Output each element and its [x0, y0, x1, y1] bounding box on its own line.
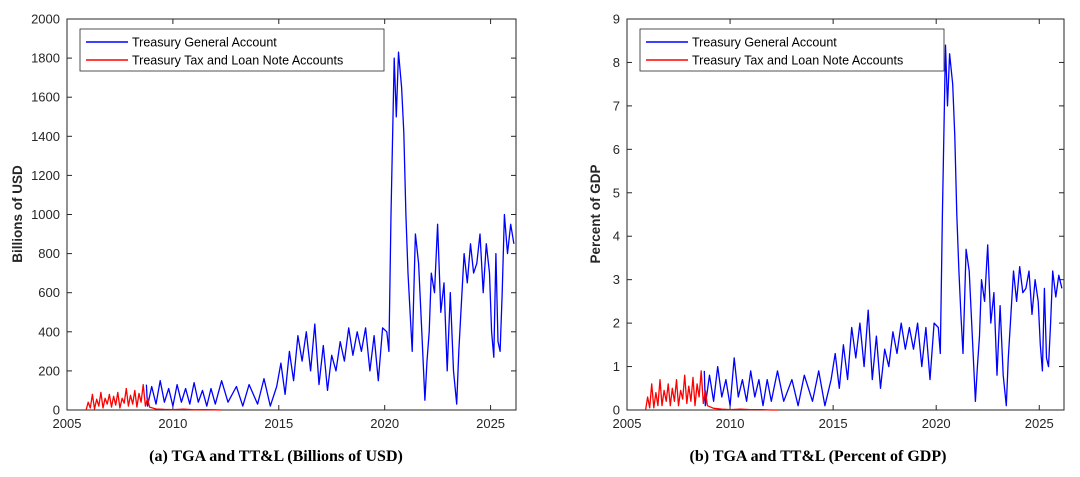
y-tick-label: 3: [613, 272, 620, 287]
y-tick-label: 400: [38, 324, 60, 339]
legend: Treasury General Account Treasury Tax an…: [639, 28, 945, 72]
y-tick-label: 0: [53, 403, 60, 418]
y-axis-label: Percent of GDP: [588, 164, 603, 263]
tick-labels: 2005 2010 2015 2020 2025 0 200 400 600 800 1000 120…: [31, 12, 505, 432]
y-tick-label: 7: [613, 98, 620, 113]
tick-labels: 2005 2010 2015 2020 2025 0 1 2 3 4 5 6 7 8 9: [613, 12, 1054, 432]
x-tick-label: 2020: [370, 416, 399, 431]
y-tick-label: 6: [613, 142, 620, 157]
y-axis-label: Billions of USD: [10, 165, 25, 263]
y-tick-label: 1400: [31, 129, 60, 144]
series-layer: [644, 44, 1063, 411]
x-tick-label: 2020: [922, 416, 951, 431]
x-tick-label: 2025: [1025, 416, 1054, 431]
legend-label-ttl: Treasury Tax and Loan Note Accounts: [132, 54, 343, 68]
series-line-ttl: [644, 370, 778, 411]
axis-ticks: [626, 18, 1064, 411]
legend-label-tga: Treasury General Account: [132, 36, 277, 50]
caption-b: (b) TGA and TT&L (Percent of GDP): [689, 448, 947, 465]
plot-frame: [66, 18, 517, 411]
y-tick-label: 2: [613, 316, 620, 331]
legend-label-tga: Treasury General Account: [692, 36, 837, 50]
y-tick-label: 1600: [31, 90, 60, 105]
x-tick-label: 2015: [264, 416, 293, 431]
x-tick-label: 2025: [476, 416, 505, 431]
y-tick-label: 0: [613, 403, 620, 418]
series-line-tga: [703, 44, 1063, 407]
y-tick-label: 600: [38, 285, 60, 300]
y-tick-label: 1800: [31, 51, 60, 66]
plot-area-group: 2005 2010 2015 2020 2025 0 200 400 600 800 1000 120…: [10, 12, 517, 432]
x-tick-label: 2010: [716, 416, 745, 431]
series-line-tga: [145, 51, 515, 407]
series-line-ttl: [85, 383, 222, 411]
y-tick-label: 1200: [31, 168, 60, 183]
x-tick-label: 2015: [819, 416, 848, 431]
y-tick-label: 2000: [31, 12, 60, 27]
series-layer: [85, 51, 515, 411]
y-tick-label: 5: [613, 185, 620, 200]
legend: Treasury General Account Treasury Tax an…: [79, 28, 385, 72]
x-tick-label: 2005: [53, 416, 82, 431]
caption-a: (a) TGA and TT&L (Billions of USD): [149, 448, 403, 465]
legend-box: [79, 28, 385, 72]
axis-ticks: [66, 18, 516, 411]
chart-panel-a: 2005 2010 2015 2020 2025 0 200 400 600 800 1000 120…: [10, 12, 517, 432]
y-tick-label: 9: [613, 12, 620, 27]
y-tick-label: 4: [613, 229, 620, 244]
y-tick-label: 8: [613, 55, 620, 70]
y-tick-label: 200: [38, 363, 60, 378]
y-tick-label: 1000: [31, 207, 60, 222]
plot-frame: [626, 18, 1065, 411]
y-tick-label: 800: [38, 246, 60, 261]
x-tick-label: 2010: [158, 416, 187, 431]
legend-box: [639, 28, 945, 72]
legend-label-ttl: Treasury Tax and Loan Note Accounts: [692, 54, 903, 68]
plot-area-group: 2005 2010 2015 2020 2025 0 1 2 3 4 5 6 7 8 9 Percent o…: [588, 12, 1065, 432]
y-tick-label: 1: [613, 359, 620, 374]
chart-panel-b: 2005 2010 2015 2020 2025 0 1 2 3 4 5 6 7 8 9 Percent o…: [588, 12, 1065, 432]
x-tick-label: 2005: [613, 416, 642, 431]
